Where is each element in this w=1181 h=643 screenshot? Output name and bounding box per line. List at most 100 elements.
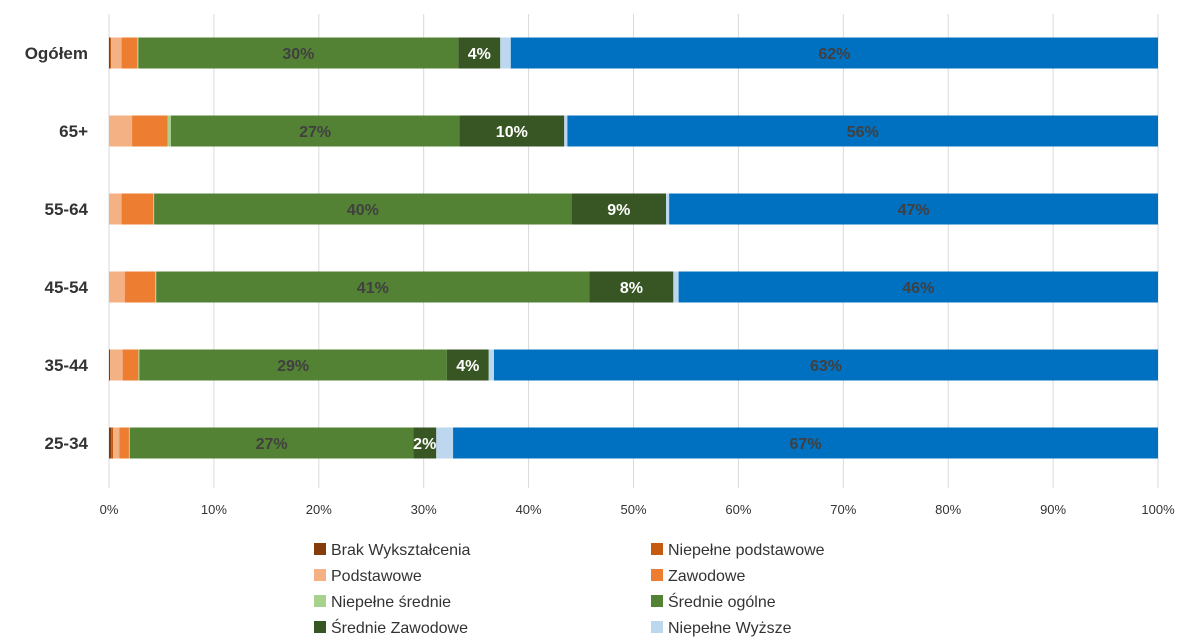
- bar-segment: [109, 349, 111, 381]
- bar-segment: [500, 37, 511, 69]
- bar-segment: [110, 37, 112, 69]
- data-label: 30%: [282, 46, 314, 63]
- bar-segment: [488, 349, 494, 381]
- legend-item: Podstawowe: [314, 568, 422, 585]
- bar-segment: [111, 37, 122, 69]
- bar-segment: [493, 349, 1158, 381]
- category-label: 35-44: [45, 356, 89, 375]
- bar-segment: [113, 427, 120, 459]
- x-tick-label: 50%: [620, 502, 646, 517]
- bar-segment: [571, 193, 667, 225]
- x-tick-label: 20%: [306, 502, 332, 517]
- legend-label: Średnie Zawodowe: [331, 618, 468, 637]
- data-labels: 30% 4% 62% 27% 10% 56% 40% 9% 47% 41% 8% 46% 29% 4% 63…: [256, 46, 935, 453]
- data-label: 67%: [790, 436, 822, 453]
- legend-label: Niepełne podstawowe: [668, 542, 825, 559]
- legend-label: Brak Wykształcenia: [331, 542, 471, 559]
- bar-segment: [666, 193, 670, 225]
- data-label: 46%: [902, 280, 934, 297]
- gridlines: [108, 14, 1159, 488]
- legend-label: Podstawowe: [331, 568, 422, 585]
- bar-segment: [436, 427, 454, 459]
- data-label: 63%: [810, 358, 842, 375]
- data-label: 47%: [898, 202, 930, 219]
- x-tick-label: 90%: [1040, 502, 1066, 517]
- bar-segment: [138, 349, 140, 381]
- bar-segment: [109, 271, 125, 303]
- x-tick-label: 80%: [935, 502, 961, 517]
- bar-segment: [167, 115, 171, 147]
- bar-segment: [128, 427, 130, 459]
- bar-segment: [673, 271, 679, 303]
- category-label: 45-54: [45, 278, 89, 297]
- legend-item: Niepełne średnie: [314, 594, 451, 611]
- data-label: 4%: [468, 46, 491, 63]
- data-label: 27%: [299, 124, 331, 141]
- legend-label: Niepełne średnie: [331, 594, 451, 611]
- legend-swatch: [314, 595, 326, 607]
- legend-swatch: [651, 621, 663, 633]
- bar-segment: [124, 271, 156, 303]
- x-tick-label: 70%: [830, 502, 856, 517]
- category-label: 25-34: [45, 434, 89, 453]
- category-label: 65+: [59, 122, 88, 141]
- legend-item: Zawodowe: [651, 568, 745, 585]
- bar-segment: [122, 349, 139, 381]
- data-label: 8%: [620, 280, 643, 297]
- data-label: 9%: [607, 202, 630, 219]
- legend-label: Średnie ogólne: [668, 592, 776, 611]
- x-tick-label: 40%: [516, 502, 542, 517]
- bar-segment: [154, 193, 572, 225]
- data-label: 29%: [277, 358, 309, 375]
- data-label: 40%: [347, 202, 379, 219]
- legend: Brak Wykształcenia Niepełne podstawowe Pod…: [314, 542, 825, 637]
- bar-segment: [109, 427, 112, 459]
- bar-segment: [137, 37, 139, 69]
- bar-segment: [458, 37, 501, 69]
- bar-segment: [459, 115, 565, 147]
- bar-segment: [156, 271, 590, 303]
- bar-segment: [153, 193, 155, 225]
- bar-segment: [155, 271, 157, 303]
- legend-item: Niepełne podstawowe: [651, 542, 825, 559]
- x-tick-label: 10%: [201, 502, 227, 517]
- bar-segment: [109, 115, 133, 147]
- x-axis-tick-labels: 0% 10% 20% 30% 40% 50% 60% 70% 80% 90% 100%: [100, 502, 1175, 517]
- legend-swatch: [314, 569, 326, 581]
- bar-segment: [110, 349, 123, 381]
- x-tick-label: 60%: [725, 502, 751, 517]
- data-label: 27%: [256, 436, 288, 453]
- legend-label: Zawodowe: [668, 568, 745, 585]
- bar-segment: [121, 193, 154, 225]
- data-label: 2%: [413, 436, 436, 453]
- data-label: 41%: [357, 280, 389, 297]
- bar-segment: [510, 37, 1159, 69]
- legend-label: Niepełne Wyższe: [668, 620, 792, 637]
- bar-segment: [669, 193, 1158, 225]
- legend-item: Brak Wykształcenia: [314, 542, 471, 559]
- bar-segment: [119, 427, 129, 459]
- data-label: 56%: [847, 124, 879, 141]
- x-tick-label: 100%: [1141, 502, 1175, 517]
- bar-segment: [121, 37, 138, 69]
- legend-swatch: [314, 621, 326, 633]
- category-label: Ogółem: [25, 44, 88, 63]
- legend-swatch: [314, 543, 326, 555]
- bar-segment: [138, 37, 459, 69]
- bar-segment: [564, 115, 568, 147]
- legend-swatch: [651, 595, 663, 607]
- bar-segment: [413, 427, 437, 459]
- legend-swatch: [651, 543, 663, 555]
- legend-swatch: [651, 569, 663, 581]
- bar-segment: [567, 115, 1158, 147]
- legend-item: Średnie ogólne: [651, 592, 776, 611]
- x-tick-label: 30%: [411, 502, 437, 517]
- bar-segment: [589, 271, 674, 303]
- bar-segment: [111, 427, 114, 459]
- data-label: 4%: [456, 358, 479, 375]
- bar-segment: [109, 37, 111, 69]
- legend-item: Niepełne Wyższe: [651, 620, 792, 637]
- bar-segment: [170, 115, 460, 147]
- data-label: 10%: [496, 124, 528, 141]
